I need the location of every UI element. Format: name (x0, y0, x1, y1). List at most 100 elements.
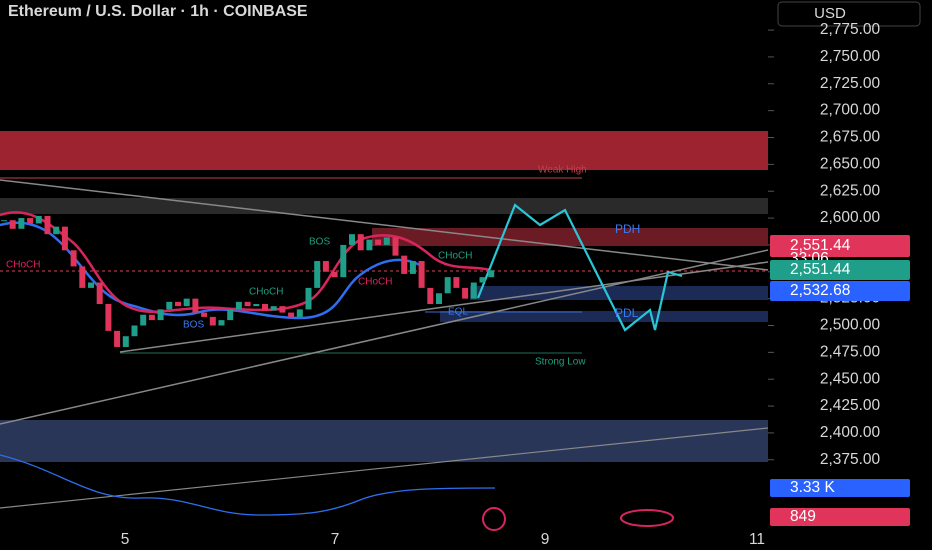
price-tag (770, 479, 910, 497)
y-tick-label: 2,375.00 (820, 451, 881, 468)
candle (322, 261, 329, 272)
price-tag (770, 235, 910, 257)
volume-ma (0, 454, 496, 516)
trend-line (0, 249, 769, 425)
candle (288, 312, 295, 317)
y-tick-label: 2,725.00 (820, 75, 881, 92)
candle (349, 234, 355, 245)
annotation: CHoCH (6, 260, 40, 271)
candle (9, 220, 16, 229)
trend-line (0, 427, 769, 509)
candle (262, 304, 268, 311)
y-tick-label: 2,775.00 (820, 21, 881, 38)
candle (436, 293, 442, 305)
annotation: CHoCH (358, 277, 392, 288)
candle (183, 298, 190, 307)
price-tag-label: 3.33 K (790, 479, 835, 496)
candle (331, 271, 338, 278)
candle (53, 226, 60, 235)
candle (470, 282, 477, 299)
y-tick-label: 2,625.00 (820, 182, 881, 199)
candle (270, 306, 277, 311)
trend-line (0, 179, 769, 271)
candle (157, 309, 164, 321)
price-tag-label: 2,551.44 (790, 237, 851, 254)
annotation: Weak High (538, 165, 587, 176)
annotation: EQL (448, 307, 468, 318)
trend-line (119, 261, 769, 353)
candle (166, 301, 173, 310)
candle (131, 325, 138, 337)
y-tick-label: 2,400.00 (820, 424, 881, 441)
y-tick-label: 2,700.00 (820, 102, 881, 119)
candle (418, 261, 425, 288)
candle (375, 239, 382, 245)
candle (148, 314, 155, 321)
y-tick-label: 2,475.00 (820, 343, 881, 360)
price-tag (770, 281, 910, 301)
annotation: Strong Low (535, 357, 586, 368)
event-icon[interactable] (482, 507, 506, 531)
candle (357, 234, 364, 251)
candle (296, 309, 303, 317)
candle (79, 266, 86, 288)
candle (462, 287, 469, 299)
candle (88, 282, 94, 288)
candle (235, 301, 242, 310)
annotation: BOS (309, 237, 330, 248)
candle (427, 287, 434, 305)
x-tick-label: 7 (331, 531, 340, 548)
candle (401, 255, 408, 274)
demand-zone (0, 420, 768, 462)
price-tag-label: 849 (790, 508, 816, 525)
event-icon[interactable] (620, 509, 674, 527)
annotation: CHoCH (438, 251, 472, 262)
candle (253, 304, 260, 307)
candle (488, 270, 495, 278)
candle (140, 314, 147, 326)
candle (18, 218, 25, 229)
candle (61, 226, 68, 251)
y-tick-label: 2,675.00 (820, 129, 881, 146)
candle (175, 301, 181, 307)
candle (227, 309, 234, 321)
candle (35, 215, 42, 224)
x-tick-label: 11 (749, 531, 765, 548)
candle (192, 298, 199, 313)
candle (96, 282, 103, 305)
supply-zone (0, 131, 768, 170)
zone (0, 198, 768, 214)
candle (122, 336, 129, 347)
chart-title: Ethereum / U.S. Dollar · 1h · COINBASE (8, 3, 308, 20)
pdh-zone (372, 228, 768, 246)
candle (383, 237, 390, 245)
candle (314, 261, 321, 288)
annotation: PDL (615, 306, 639, 320)
y-tick-label: 2,450.00 (820, 370, 881, 387)
candle (70, 250, 77, 267)
candle (218, 320, 225, 326)
x-tick-label: 9 (541, 531, 550, 548)
candle (27, 218, 34, 224)
time-axis: 5 7 9 11 (121, 531, 765, 548)
annotation: PDH (615, 222, 640, 236)
candle (1, 220, 7, 222)
candle (209, 316, 216, 326)
price-tag (770, 508, 910, 526)
price-ticks: 2,775.00 2,750.00 2,725.00 2,700.00 2,675.00… (768, 21, 881, 468)
candle (479, 277, 486, 283)
candle (114, 330, 121, 347)
candle (444, 277, 451, 294)
y-tick-label: 2,425.00 (820, 397, 881, 414)
currency-label: USD (814, 5, 846, 22)
candle (366, 239, 373, 251)
candle (201, 312, 208, 317)
candle (305, 287, 312, 310)
price-tag-label: 2,532.68 (790, 282, 850, 299)
candle (244, 301, 251, 307)
currency-button[interactable] (777, 1, 921, 27)
y-tick-label: 2,750.00 (820, 48, 881, 65)
candle (105, 304, 112, 331)
